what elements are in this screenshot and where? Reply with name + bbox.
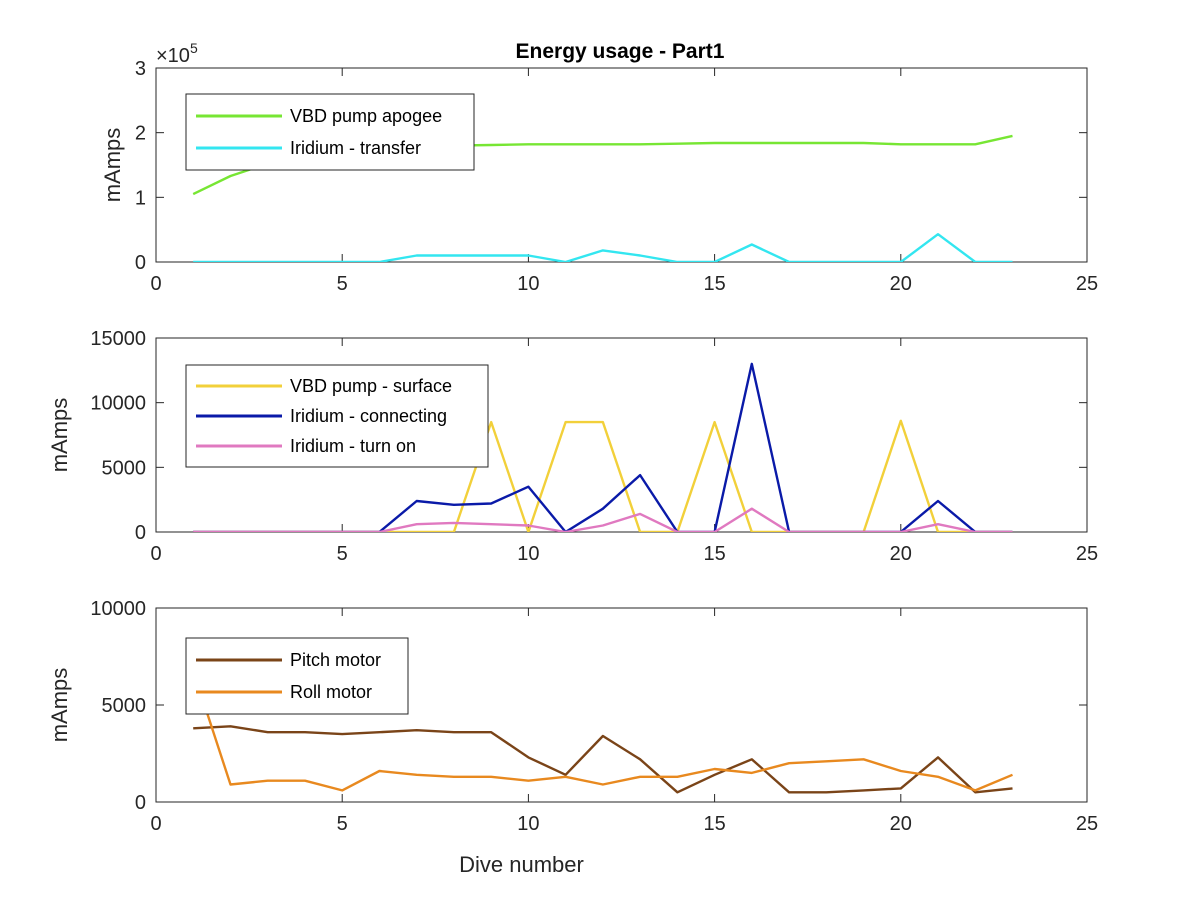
legend-entry-label: Iridium - turn on <box>290 436 416 456</box>
y-tick-label: 3 <box>135 58 146 80</box>
y-tick-label: 10000 <box>90 598 146 620</box>
x-tick-label: 25 <box>1076 813 1098 835</box>
y-tick-label: 15000 <box>90 328 146 350</box>
x-tick-label: 20 <box>890 813 912 835</box>
legend-entry-label: Roll motor <box>290 682 372 702</box>
legend: VBD pump apogee Iridium - transfer <box>185 93 475 171</box>
y-tick-label: 5000 <box>102 695 147 717</box>
y-tick-label: 10000 <box>90 393 146 415</box>
x-tick-label: 5 <box>337 813 348 835</box>
x-tick-label: 20 <box>890 543 912 565</box>
x-tick-label: 5 <box>337 273 348 295</box>
series-group <box>193 693 1013 794</box>
series-line-iridium-connecting <box>193 362 1013 532</box>
x-tick-label: 15 <box>703 543 725 565</box>
legend-entry-label: VBD pump - surface <box>290 376 452 396</box>
legend-entry-label: Iridium - connecting <box>290 406 447 426</box>
series-group <box>193 362 1013 532</box>
x-tick-label: 0 <box>150 813 161 835</box>
y-exponent-label: ×105 <box>156 40 198 67</box>
y-tick-label: 0 <box>135 252 146 274</box>
x-tick-label: 15 <box>703 273 725 295</box>
y-tick-label: 2 <box>135 123 146 145</box>
y-tick-label: 5000 <box>102 457 147 479</box>
x-tick-label: 20 <box>890 273 912 295</box>
series-line-iridium-transfer <box>193 232 1013 262</box>
y-tick-label: 0 <box>135 792 146 814</box>
series-line-vbd-pump-surface <box>193 419 1013 532</box>
legend: VBD pump - surface Iridium - connecting Ir… <box>185 364 489 468</box>
x-tick-label: 0 <box>150 543 161 565</box>
x-tick-label: 15 <box>703 813 725 835</box>
legend: Pitch motor Roll motor <box>185 637 409 715</box>
x-tick-label: 0 <box>150 273 161 295</box>
legend-entry-label: Pitch motor <box>290 650 381 670</box>
y-axis-label: mAmps <box>47 398 72 473</box>
series-line-iridium-turn-on <box>193 507 1013 532</box>
figure-title: Energy usage - Part1 <box>516 40 725 63</box>
x-tick-label: 10 <box>517 273 539 295</box>
y-axis-label: mAmps <box>47 668 72 743</box>
chart-panel-1: 0 5 10 15 20 25 0 1 2 3 ×105 mAmps VBD pump apogee Ir… <box>100 40 1098 295</box>
x-axis-label: Dive number <box>459 852 584 877</box>
y-tick-label: 1 <box>135 187 146 209</box>
legend-box <box>185 637 409 715</box>
x-tick-label: 10 <box>517 813 539 835</box>
legend-box <box>185 93 475 171</box>
series-line-roll-motor <box>199 693 1013 792</box>
legend-entry-label: Iridium - transfer <box>290 138 421 158</box>
chart-panel-2: 0 5 10 15 20 25 0 5000 10000 15000 mAmps VBD pump -… <box>47 328 1098 565</box>
y-tick-label: 0 <box>135 522 146 544</box>
chart-panel-3: 0 5 10 15 20 25 0 5000 10000 mAmps Dive number Pitc… <box>47 598 1098 877</box>
x-tick-label: 5 <box>337 543 348 565</box>
y-axis-label: mAmps <box>100 128 125 203</box>
legend-entry-label: VBD pump apogee <box>290 106 442 126</box>
x-tick-label: 25 <box>1076 543 1098 565</box>
x-tick-label: 25 <box>1076 273 1098 295</box>
x-tick-label: 10 <box>517 543 539 565</box>
series-line-pitch-motor <box>193 725 1013 794</box>
